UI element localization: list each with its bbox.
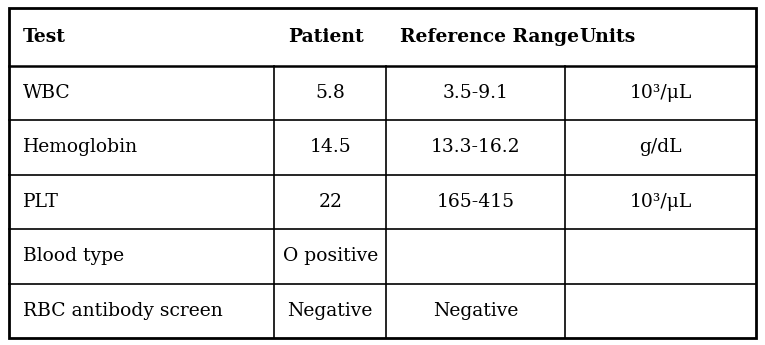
Text: 10³/μL: 10³/μL: [630, 193, 692, 211]
Text: g/dL: g/dL: [640, 138, 682, 156]
Text: WBC: WBC: [23, 84, 70, 102]
Text: RBC antibody screen: RBC antibody screen: [23, 302, 223, 320]
Text: PLT: PLT: [23, 193, 59, 211]
Text: 14.5: 14.5: [309, 138, 351, 156]
Text: O positive: O positive: [282, 247, 378, 265]
Text: 5.8: 5.8: [315, 84, 345, 102]
Text: 3.5-9.1: 3.5-9.1: [443, 84, 509, 102]
Text: Blood type: Blood type: [23, 247, 124, 265]
Text: 22: 22: [318, 193, 342, 211]
Text: Negative: Negative: [433, 302, 519, 320]
Text: Negative: Negative: [288, 302, 373, 320]
Text: 10³/μL: 10³/μL: [630, 84, 692, 102]
Text: Test: Test: [23, 28, 66, 46]
Text: 13.3-16.2: 13.3-16.2: [431, 138, 521, 156]
Text: Reference Range: Reference Range: [400, 28, 579, 46]
Text: Patient: Patient: [288, 28, 363, 46]
Text: 165-415: 165-415: [437, 193, 515, 211]
Text: Units: Units: [579, 28, 636, 46]
Text: Hemoglobin: Hemoglobin: [23, 138, 138, 156]
